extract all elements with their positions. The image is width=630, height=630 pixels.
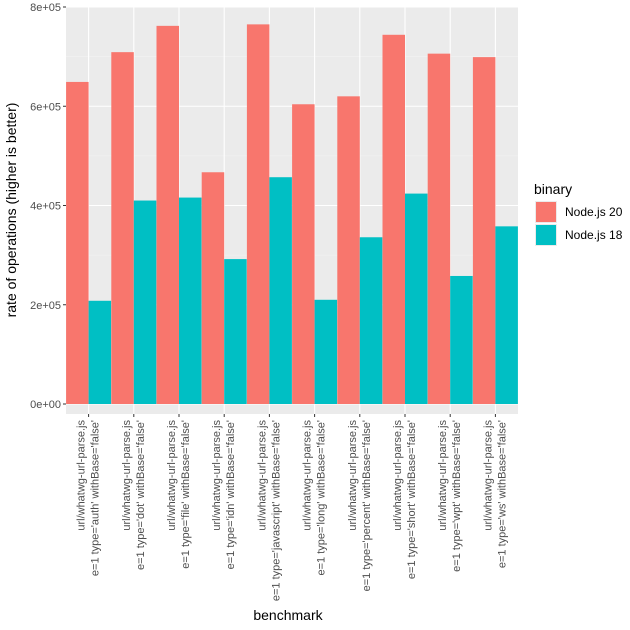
bar-node-js-18-8 xyxy=(405,193,428,404)
x-tick-label-line: url/whatwg-url-parse.js xyxy=(256,420,268,531)
bar-node-js-18-6 xyxy=(314,299,338,404)
x-axis: url/whatwg-url-parse.js e=1 type='auth' w… xyxy=(76,414,508,602)
x-tick-label: url/whatwg-url-parse.js e=1 type='ws' wit… xyxy=(482,420,508,569)
legend-title: binary xyxy=(534,181,572,197)
x-tick-label-line: e=1 type='idn' withBase='false' xyxy=(225,420,237,569)
bar-node-js-20-4 xyxy=(201,172,225,404)
bar-node-js-20-2 xyxy=(111,52,134,404)
legend-swatch xyxy=(536,202,556,222)
x-axis-title: benchmark xyxy=(253,607,323,623)
x-tick-label: url/whatwg-url-parse.js e=1 type='javascr… xyxy=(256,420,282,602)
x-tick-label: url/whatwg-url-parse.js e=1 type='wpt' wi… xyxy=(437,420,463,572)
x-tick-label-line: e=1 type='auth' withBase='false' xyxy=(90,420,102,576)
x-tick-label-line: url/whatwg-url-parse.js xyxy=(166,420,178,531)
bar-node-js-18-3 xyxy=(179,197,202,404)
x-tick-label: url/whatwg-url-parse.js e=1 type='auth' w… xyxy=(76,420,102,577)
bars xyxy=(66,24,518,405)
x-tick-label-line: url/whatwg-url-parse.js xyxy=(121,420,133,531)
bar-node-js-18-2 xyxy=(133,200,157,404)
y-tick-label: 8e+05 xyxy=(30,2,61,14)
x-tick-label-line: e=1 type='short' withBase='false' xyxy=(406,420,418,579)
x-tick-label-line: url/whatwg-url-parse.js xyxy=(392,420,404,531)
x-tick-label: url/whatwg-url-parse.js e=1 type='file' w… xyxy=(166,420,192,569)
x-tick-label-line: e=1 type='percent' withBase='false' xyxy=(361,420,373,591)
bar-node-js-20-5 xyxy=(246,24,270,405)
bar-node-js-18-5 xyxy=(269,177,292,404)
x-tick-label-line: e=1 type='ws' withBase='false' xyxy=(496,420,508,568)
bar-node-js-18-1 xyxy=(88,300,112,404)
x-tick-label-line: e=1 type='wpt' withBase='false' xyxy=(451,420,463,572)
x-tick-label: url/whatwg-url-parse.js e=1 type='dot' wi… xyxy=(121,420,147,570)
bar-node-js-20-10 xyxy=(472,57,496,405)
bar-node-js-18-4 xyxy=(224,259,247,404)
bar-node-js-20-7 xyxy=(337,96,360,404)
legend-label: Node.js 18 xyxy=(565,228,623,242)
legend-swatch xyxy=(536,225,556,245)
x-tick-label-line: url/whatwg-url-parse.js xyxy=(211,420,223,531)
y-axis-title: rate of operations (higher is better) xyxy=(3,103,19,318)
bar-node-js-18-7 xyxy=(359,237,383,404)
bar-node-js-20-1 xyxy=(66,81,89,404)
x-tick-label-line: url/whatwg-url-parse.js xyxy=(76,420,88,531)
bar-node-js-20-8 xyxy=(382,34,405,404)
x-tick-label-line: url/whatwg-url-parse.js xyxy=(482,420,494,531)
x-tick-label-line: e=1 type='long' withBase='false' xyxy=(316,420,328,575)
bar-node-js-20-3 xyxy=(156,25,179,404)
bar-node-js-18-10 xyxy=(495,226,518,404)
x-tick-label-line: e=1 type='javascript' withBase='false' xyxy=(270,420,282,601)
legend: binary Node.js 20 Node.js 18 xyxy=(534,181,623,246)
bar-node-js-18-9 xyxy=(450,275,473,404)
x-tick-label-line: url/whatwg-url-parse.js xyxy=(437,420,449,531)
y-tick-label: 6e+05 xyxy=(30,101,61,113)
x-tick-label-line: url/whatwg-url-parse.js xyxy=(302,420,314,531)
bar-node-js-20-9 xyxy=(427,53,451,405)
y-tick-label: 2e+05 xyxy=(30,300,61,312)
x-tick-label: url/whatwg-url-parse.js e=1 type='long' w… xyxy=(302,420,328,576)
x-tick-label: url/whatwg-url-parse.js e=1 type='percent… xyxy=(347,420,373,592)
y-tick-label: 0e+00 xyxy=(30,399,61,411)
x-tick-label: url/whatwg-url-parse.js e=1 type='short' … xyxy=(392,420,418,580)
bar-node-js-20-6 xyxy=(292,104,315,404)
legend-label: Node.js 20 xyxy=(565,205,623,219)
y-tick-label: 4e+05 xyxy=(30,201,61,213)
x-tick-label-line: e=1 type='dot' withBase='false' xyxy=(135,420,147,570)
x-tick-label-line: url/whatwg-url-parse.js xyxy=(347,420,359,531)
y-axis: 0e+00 2e+05 4e+05 6e+05 8e+05 xyxy=(30,2,66,411)
x-tick-label-line: e=1 type='file' withBase='false' xyxy=(180,420,192,569)
x-tick-label: url/whatwg-url-parse.js e=1 type='idn' wi… xyxy=(211,420,237,570)
